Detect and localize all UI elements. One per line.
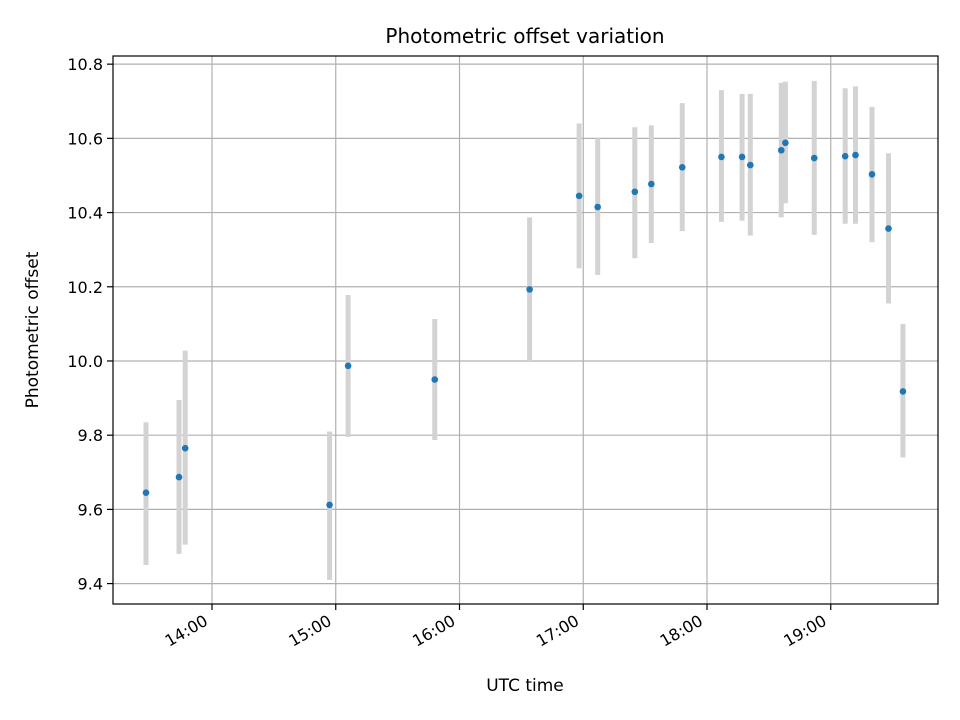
data-point [738, 153, 746, 161]
data-point [868, 171, 876, 178]
data-point [648, 180, 655, 188]
data-point [631, 188, 639, 196]
data-point [777, 146, 785, 154]
data-point [747, 161, 754, 169]
data-point [344, 362, 352, 370]
data-point [594, 203, 601, 211]
chart-title: Photometric offset variation [385, 24, 664, 48]
y-tick-label: 10.6 [67, 129, 103, 148]
data-point [841, 152, 849, 160]
data-point [782, 139, 789, 147]
x-axis-label: UTC time [486, 676, 564, 696]
y-tick-label: 10.2 [67, 278, 103, 297]
data-points [142, 139, 907, 509]
data-point [899, 388, 907, 395]
y-tick-label: 9.8 [78, 426, 103, 445]
plot-frame [112, 55, 939, 605]
y-axis: 9.4 9.6 9.8 10.0 10.2 10.4 10.6 10.8 [67, 55, 113, 594]
data-point [431, 376, 439, 383]
y-tick-label: 10.4 [67, 204, 103, 223]
data-point [526, 286, 533, 293]
y-tick-label: 10.8 [67, 55, 103, 74]
y-tick-label: 10.0 [67, 352, 103, 371]
grid [113, 56, 938, 604]
data-point [181, 444, 189, 452]
data-point [718, 153, 725, 161]
data-point [678, 164, 686, 171]
data-point [885, 225, 892, 232]
data-point [810, 154, 818, 162]
y-tick-label: 9.6 [78, 500, 103, 519]
y-axis-label: Photometric offset [23, 251, 43, 408]
y-tick-label: 9.4 [78, 575, 103, 594]
data-point [575, 192, 583, 200]
data-point [326, 501, 333, 509]
data-point [175, 473, 183, 481]
data-point [142, 489, 150, 496]
data-point [852, 151, 859, 159]
